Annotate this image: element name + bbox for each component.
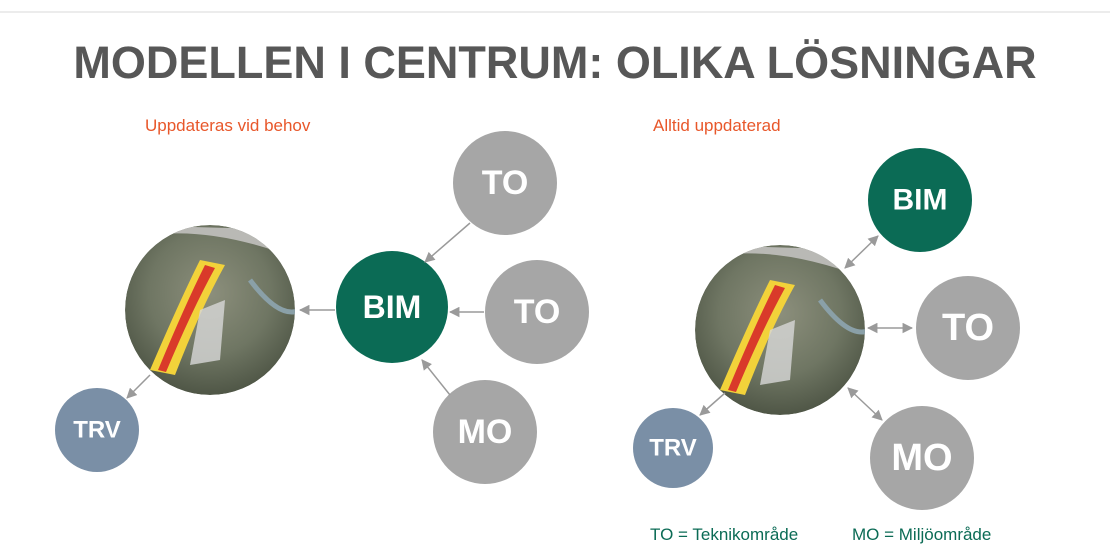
arrow	[845, 236, 878, 268]
arrow	[700, 393, 725, 415]
node-label: TO	[514, 293, 561, 331]
subtitle: Uppdateras vid behov	[145, 116, 311, 135]
arrow	[848, 388, 882, 420]
map-image	[125, 225, 300, 395]
arrow	[422, 360, 450, 395]
arrow	[425, 223, 470, 262]
legend-item: MO = Miljöområde	[852, 525, 991, 544]
map-image	[695, 245, 870, 415]
arrow	[127, 375, 150, 398]
title: MODELLEN I CENTRUM: OLIKA LÖSNINGAR	[73, 37, 1036, 88]
node-label: TO	[482, 164, 529, 202]
node-label: MO	[891, 437, 952, 479]
node-label: BIM	[363, 289, 422, 325]
legend-item: TO = Teknikområde	[650, 525, 798, 544]
node-label: TO	[942, 307, 994, 349]
subtitle: Alltid uppdaterad	[653, 116, 781, 135]
node-label: TRV	[649, 435, 697, 462]
node-label: BIM	[893, 184, 948, 217]
slide: MODELLEN I CENTRUM: OLIKA LÖSNINGAR Uppd…	[0, 0, 1110, 550]
node-label: TRV	[73, 417, 121, 444]
node-label: MO	[458, 413, 513, 451]
